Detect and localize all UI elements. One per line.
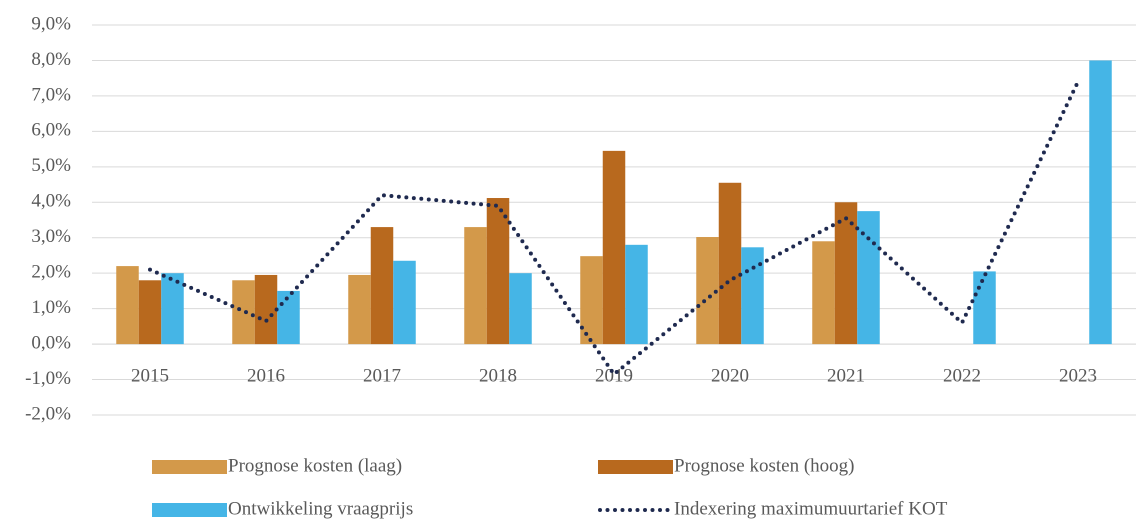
x-tick-label: 2018 <box>479 365 517 386</box>
bar <box>138 280 162 345</box>
legend-swatch <box>152 503 227 517</box>
legend-swatch <box>152 460 227 474</box>
y-tick-label: 3,0% <box>31 226 71 247</box>
bar <box>580 256 603 345</box>
y-tick-label: 7,0% <box>31 84 71 105</box>
bar <box>857 211 880 345</box>
bar <box>718 182 742 345</box>
x-tick-label: 2023 <box>1059 365 1097 386</box>
x-tick-label: 2015 <box>131 365 169 386</box>
bar <box>486 198 510 345</box>
y-tick-label: 2,0% <box>31 262 71 283</box>
bar <box>161 273 184 345</box>
y-tick-label: 1,0% <box>31 297 71 318</box>
bar <box>741 247 764 345</box>
y-tick-label: 6,0% <box>31 120 71 141</box>
bar <box>348 274 371 345</box>
x-tick-label: 2019 <box>595 365 633 386</box>
legend-label: Ontwikkeling vraagprijs <box>228 498 413 519</box>
y-tick-label: 0,0% <box>31 332 71 353</box>
bar <box>834 202 858 345</box>
bar <box>393 260 416 345</box>
bar <box>509 273 532 345</box>
bar <box>1089 60 1112 345</box>
bar <box>812 241 835 345</box>
legend-label: Indexering maximumuurtarief KOT <box>674 498 948 519</box>
x-tick-label: 2022 <box>943 365 981 386</box>
bar <box>602 150 626 345</box>
line-series <box>148 79 1080 378</box>
bar <box>254 274 278 345</box>
bar <box>464 227 487 345</box>
y-tick-label: 5,0% <box>31 155 71 176</box>
legend-label: Prognose kosten (hoog) <box>674 455 854 476</box>
bar <box>232 280 255 345</box>
x-tick-label: 2017 <box>363 365 401 386</box>
bar <box>370 227 394 345</box>
y-tick-label: -1,0% <box>25 368 71 389</box>
x-tick-label: 2016 <box>247 365 285 386</box>
bar <box>973 271 996 345</box>
bar <box>116 266 139 345</box>
bar <box>696 237 719 345</box>
y-tick-label: -2,0% <box>25 403 71 424</box>
legend-label: Prognose kosten (laag) <box>228 455 402 476</box>
bar <box>625 244 648 345</box>
y-tick-label: 4,0% <box>31 191 71 212</box>
y-tick-label: 8,0% <box>31 49 71 70</box>
x-tick-label: 2021 <box>827 365 865 386</box>
y-tick-label: 9,0% <box>31 13 71 34</box>
x-tick-label: 2020 <box>711 365 749 386</box>
legend-swatch <box>598 460 673 474</box>
